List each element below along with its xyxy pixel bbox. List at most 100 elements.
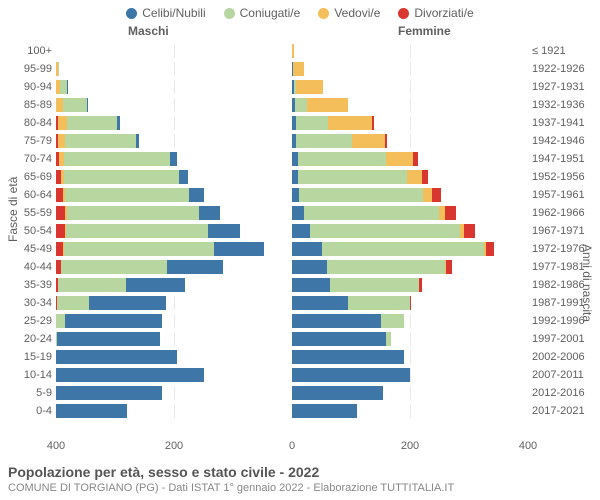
bar-segment [57,332,160,346]
age-label: 25-29 [8,315,56,327]
bar-segment [56,350,177,364]
bar-segment [292,368,410,382]
bar-segment [65,314,162,328]
age-label: 35-39 [8,279,56,291]
bar-segment [292,404,357,418]
legend-label: Coniugati/e [240,6,301,20]
birth-label: 1932-1936 [528,99,592,111]
bar-segment [407,170,422,184]
bar-segment [292,224,310,238]
age-row: 45-491972-1976 [8,240,592,258]
y-axis-right-title: Anni di nascita [580,244,594,322]
x-tick: 400 [519,440,537,452]
birth-label: 1962-1966 [528,207,592,219]
age-label: 10-14 [8,369,56,381]
bar-segment [386,152,413,166]
bar-segment [322,242,484,256]
age-label: 30-34 [8,297,56,309]
age-row: 15-192002-2006 [8,348,592,366]
bar-segment [56,206,65,220]
x-tick: 200 [165,440,183,452]
x-tick: 400 [47,440,65,452]
bar-segment [292,206,304,220]
bar-segment [292,188,299,202]
legend-label: Celibi/Nubili [142,6,205,20]
age-label: 80-84 [8,117,56,129]
birth-label: 1997-2001 [528,333,592,345]
age-row: 55-591962-1966 [8,204,592,222]
age-row: 25-291992-1996 [8,312,592,330]
birth-label: 1942-1946 [528,135,592,147]
age-label: 75-79 [8,135,56,147]
bar-segment [56,386,162,400]
bar-segment [413,152,418,166]
birth-label: 1922-1926 [528,63,592,75]
age-label: 70-74 [8,153,56,165]
birth-label: 1957-1961 [528,189,592,201]
bar-segment [136,134,140,148]
legend-swatch [224,8,235,19]
age-label: 90-94 [8,81,56,93]
legend-item: Coniugati/e [224,6,301,20]
bar-segment [89,296,166,310]
x-tick: 0 [289,440,295,452]
y-axis-left-title: Fasce di età [6,177,20,242]
bar-segment [67,80,68,94]
bar-segment [56,98,63,112]
bar-segment [445,206,456,220]
bar-segment [67,206,200,220]
age-row: 10-14 2007-2011 [8,366,592,384]
bar-segment [126,278,185,292]
bar-segment [422,170,428,184]
age-label: 15-19 [8,351,56,363]
bar-segment [66,224,208,238]
legend-item: Divorziati/e [398,6,473,20]
bar-segment [214,242,264,256]
age-label: 20-24 [8,333,56,345]
bar-segment [56,368,204,382]
bar-segment [304,206,440,220]
age-row: 35-391982-1986 [8,276,592,294]
bar-segment [58,62,59,76]
bar-segment [167,260,223,274]
chart-subtitle: COMUNE DI TORGIANO (PG) - Dati ISTAT 1° … [8,482,592,494]
birth-label: ≤ 1921 [528,45,592,57]
column-headers: Maschi Femmine [8,24,592,40]
bar-segment [56,188,63,202]
chart-footer: Popolazione per età, sesso e stato civil… [8,464,592,494]
age-row: 50-541967-1971 [8,222,592,240]
birth-label: 2007-2011 [528,369,592,381]
bar-segment [64,170,179,184]
birth-label: 1927-1931 [528,81,592,93]
age-label: 0-4 [8,405,56,417]
age-label: 5-9 [8,387,56,399]
legend-swatch [318,8,329,19]
bar-segment [292,260,327,274]
bar-segment [292,44,294,58]
bar-segment [58,116,67,130]
bar-segment [63,98,87,112]
legend-swatch [126,8,137,19]
population-pyramid-chart: Celibi/Nubili Coniugati/e Vedovi/e Divorzia… [0,0,600,500]
age-row: 75-79 1942-1946 [8,132,592,150]
x-axis: 4002000200400 [8,440,592,456]
bar-segment [67,116,117,130]
bar-segment [432,188,441,202]
legend-item: Vedovi/e [318,6,380,20]
bar-segment [61,260,167,274]
bar-segment [199,206,220,220]
age-row: 85-891932-1936 [8,96,592,114]
bar-segment [292,296,348,310]
bar-segment [386,332,391,346]
bar-segment [295,98,307,112]
birth-label: 1967-1971 [528,225,592,237]
plot-area: Fasce di età Anni di nascita 100+≤ 19219… [8,42,592,438]
age-row: 20-24 1997-2001 [8,330,592,348]
bar-segment [208,224,240,238]
birth-label: 1937-1941 [528,117,592,129]
age-label: 45-49 [8,243,56,255]
bar-segment [348,296,410,310]
age-row: 30-341987-1991 [8,294,592,312]
bar-segment [296,80,323,94]
age-row: 80-84 1937-1941 [8,114,592,132]
